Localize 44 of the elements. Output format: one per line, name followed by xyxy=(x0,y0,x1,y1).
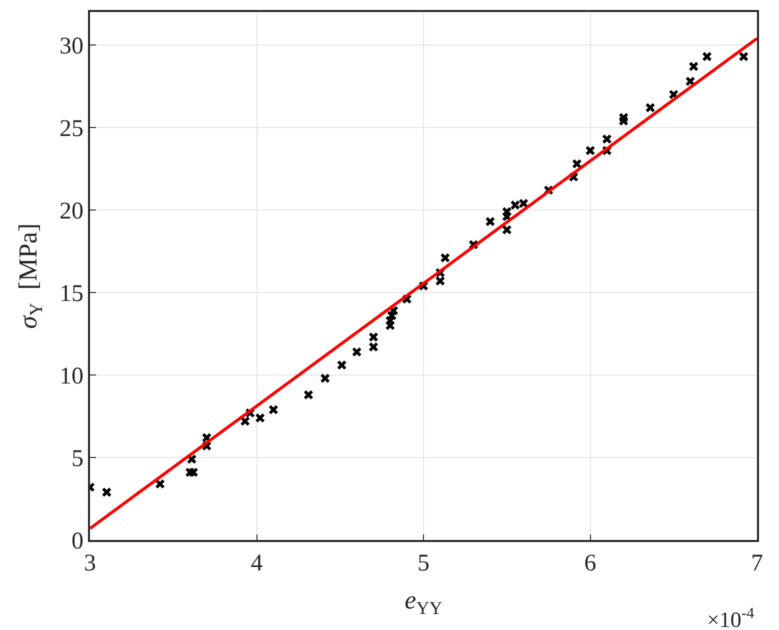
point xyxy=(668,90,679,100)
x-axis-title: e$_{YY}$ xyxy=(404,586,442,618)
y-tick-label: 15 xyxy=(59,280,84,307)
point xyxy=(685,76,696,86)
point xyxy=(255,412,266,423)
y-tick-label: 25 xyxy=(59,116,84,142)
x-tick-label: 4 xyxy=(250,550,263,577)
point xyxy=(386,310,397,321)
point xyxy=(352,346,362,357)
x-tick-label: 7 xyxy=(751,550,763,577)
point xyxy=(688,61,699,72)
y-tick-label: 20 xyxy=(59,198,84,224)
point xyxy=(303,390,314,400)
point xyxy=(435,276,446,286)
point xyxy=(155,478,166,489)
point xyxy=(585,146,596,156)
point xyxy=(485,216,496,227)
point xyxy=(738,52,749,62)
point xyxy=(102,487,112,498)
point xyxy=(368,332,378,342)
x-tick-label: 3 xyxy=(84,550,96,577)
point xyxy=(502,224,512,235)
y-tick-label: 5 xyxy=(71,446,84,472)
point xyxy=(336,360,347,370)
point xyxy=(702,52,712,62)
point xyxy=(202,432,212,443)
point xyxy=(320,373,330,384)
point xyxy=(602,134,612,144)
point xyxy=(188,467,198,478)
point xyxy=(618,112,629,123)
point xyxy=(645,102,656,113)
point xyxy=(618,116,629,126)
x-tick-label: 5 xyxy=(418,550,430,577)
point xyxy=(240,416,250,426)
point xyxy=(368,342,378,352)
point xyxy=(185,467,196,478)
point xyxy=(268,404,278,415)
point xyxy=(440,252,450,263)
y-tick-label: 30 xyxy=(59,33,84,60)
x-tick-label: 6 xyxy=(584,550,596,577)
y-tick-label: 0 xyxy=(71,528,84,554)
text: ×10$^{-4}$ xyxy=(707,605,755,630)
point xyxy=(572,158,582,169)
y-tick-label: 10 xyxy=(59,363,84,390)
